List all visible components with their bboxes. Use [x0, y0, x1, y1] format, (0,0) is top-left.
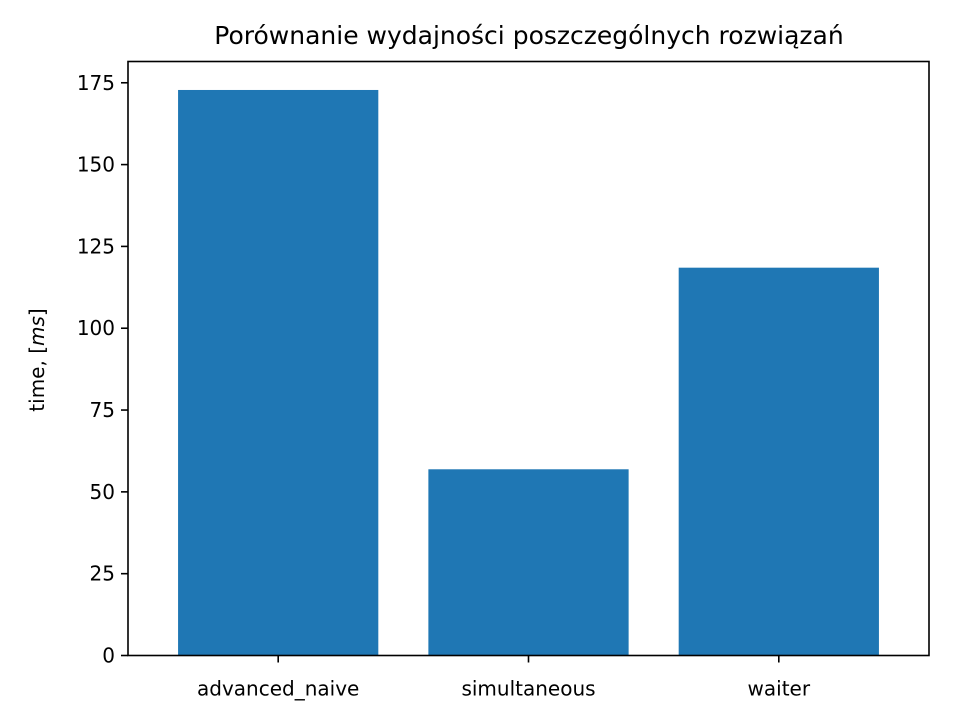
y-axis-label: time, [ms]: [25, 308, 49, 411]
y-tick-label: 25: [90, 562, 115, 586]
y-axis: 0 25 50 75 100 125 150 175: [77, 71, 128, 668]
x-tick-label: simultaneous: [461, 677, 595, 701]
y-tick-label: 175: [77, 71, 115, 95]
x-tick-label: advanced_naive: [197, 677, 359, 701]
plot-frame: [127, 60, 930, 657]
y-axis-label-unit: ms: [25, 316, 49, 346]
y-tick-label: 0: [102, 644, 115, 668]
chart-title: Porównanie wydajności poszczególnych roz…: [214, 21, 843, 50]
y-tick-label: 125: [77, 234, 115, 258]
bars-group: [178, 89, 879, 656]
y-axis-label-prefix: time, [: [25, 346, 49, 412]
y-tick-label: 150: [77, 153, 115, 177]
y-axis-label-suffix: ]: [25, 308, 49, 316]
bar-simultaneous: [428, 469, 629, 656]
bar-waiter: [678, 267, 879, 656]
y-tick-label: 50: [90, 480, 115, 504]
x-axis: advanced_naive simultaneous waiter: [197, 655, 811, 701]
bar-advanced-naive: [178, 89, 379, 656]
y-tick-label: 75: [90, 398, 115, 422]
y-tick-label: 100: [77, 316, 115, 340]
x-tick-label: waiter: [748, 677, 811, 701]
